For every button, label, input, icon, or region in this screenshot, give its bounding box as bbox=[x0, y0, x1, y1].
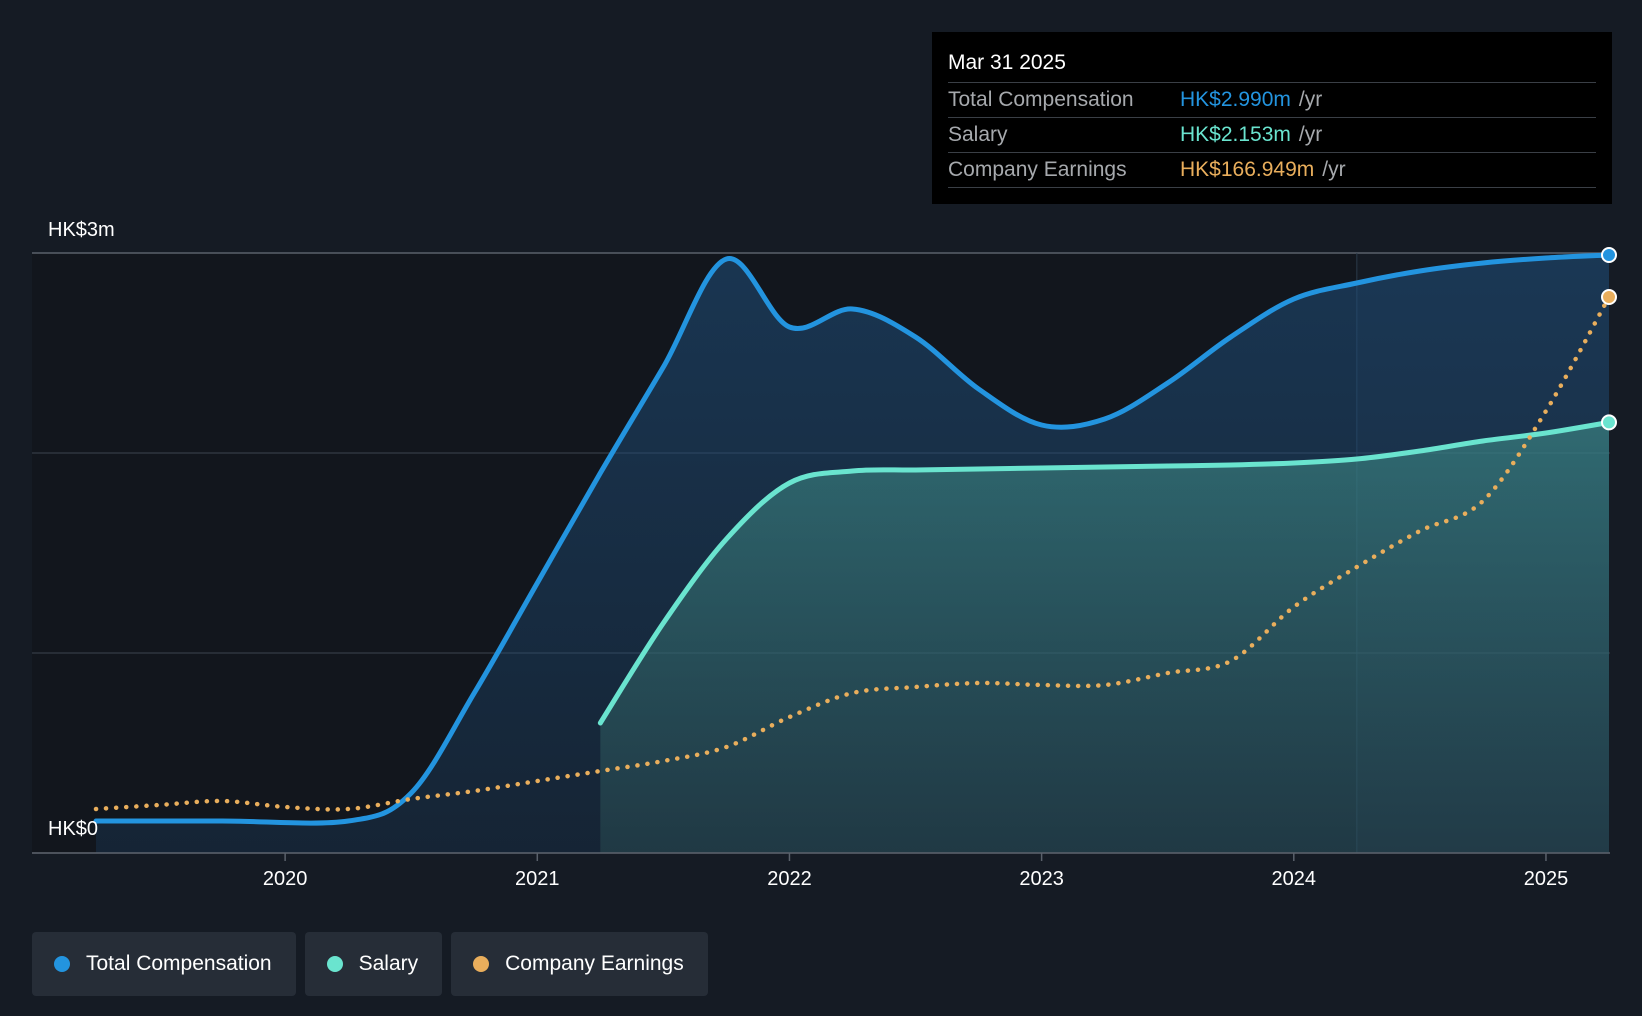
legend: Total Compensation Salary Company Earnin… bbox=[32, 932, 708, 996]
tooltip-label: Total Compensation bbox=[948, 88, 1134, 111]
tooltip-row-salary: Salary HK$2.153m /yr bbox=[948, 117, 1596, 152]
total-compensation-line bbox=[93, 252, 1612, 826]
salary-end-point[interactable] bbox=[1601, 414, 1617, 431]
x-tick-label: 2022 bbox=[767, 868, 812, 890]
tooltip-date: Mar 31 2025 bbox=[948, 51, 1066, 74]
tooltip-value: HK$2.990m bbox=[1180, 88, 1291, 111]
legend-dot-icon bbox=[326, 956, 343, 972]
legend-label: Company Earnings bbox=[505, 952, 684, 975]
company-earnings-line bbox=[93, 294, 1612, 812]
y-axis-top-label: HK$3m bbox=[48, 219, 115, 241]
tooltip-unit: /yr bbox=[1322, 158, 1346, 181]
tooltip-row-total: Total Compensation HK$2.990m /yr bbox=[948, 82, 1596, 117]
legend-dot-icon bbox=[54, 956, 70, 972]
salary-area bbox=[600, 422, 1609, 853]
tooltip-value: HK$2.153m bbox=[1180, 123, 1291, 146]
x-tick-label: 2024 bbox=[1272, 868, 1317, 890]
total-compensation-end-point[interactable] bbox=[1601, 247, 1617, 263]
y-axis-bottom-label: HK$0 bbox=[48, 818, 98, 840]
tooltip-row-earnings: Company Earnings HK$166.949m /yr bbox=[948, 152, 1596, 188]
legend-item-total-compensation[interactable]: Total Compensation bbox=[32, 932, 296, 996]
tooltip-panel: Mar 31 2025 Total Compensation HK$2.990m… bbox=[932, 32, 1612, 204]
tooltip-value: HK$166.949m bbox=[1180, 158, 1315, 181]
x-tick-label: 2025 bbox=[1524, 868, 1569, 890]
tooltip-label: Company Earnings bbox=[948, 158, 1127, 181]
tooltip-unit: /yr bbox=[1298, 88, 1323, 111]
tooltip-label: Salary bbox=[948, 123, 1008, 146]
x-tick-label: 2023 bbox=[1019, 868, 1064, 890]
legend-dot-icon bbox=[473, 956, 490, 972]
legend-label: Salary bbox=[358, 952, 419, 975]
legend-item-salary[interactable]: Salary bbox=[304, 932, 443, 996]
x-tick-label: 2020 bbox=[263, 868, 308, 890]
tooltip-unit: /yr bbox=[1298, 123, 1323, 146]
company-earnings-end-point[interactable] bbox=[1601, 289, 1617, 305]
salary-line bbox=[597, 419, 1612, 726]
legend-label: Total Compensation bbox=[86, 952, 272, 975]
legend-item-company-earnings[interactable]: Company Earnings bbox=[451, 932, 708, 996]
x-tick-label: 2021 bbox=[515, 868, 560, 890]
